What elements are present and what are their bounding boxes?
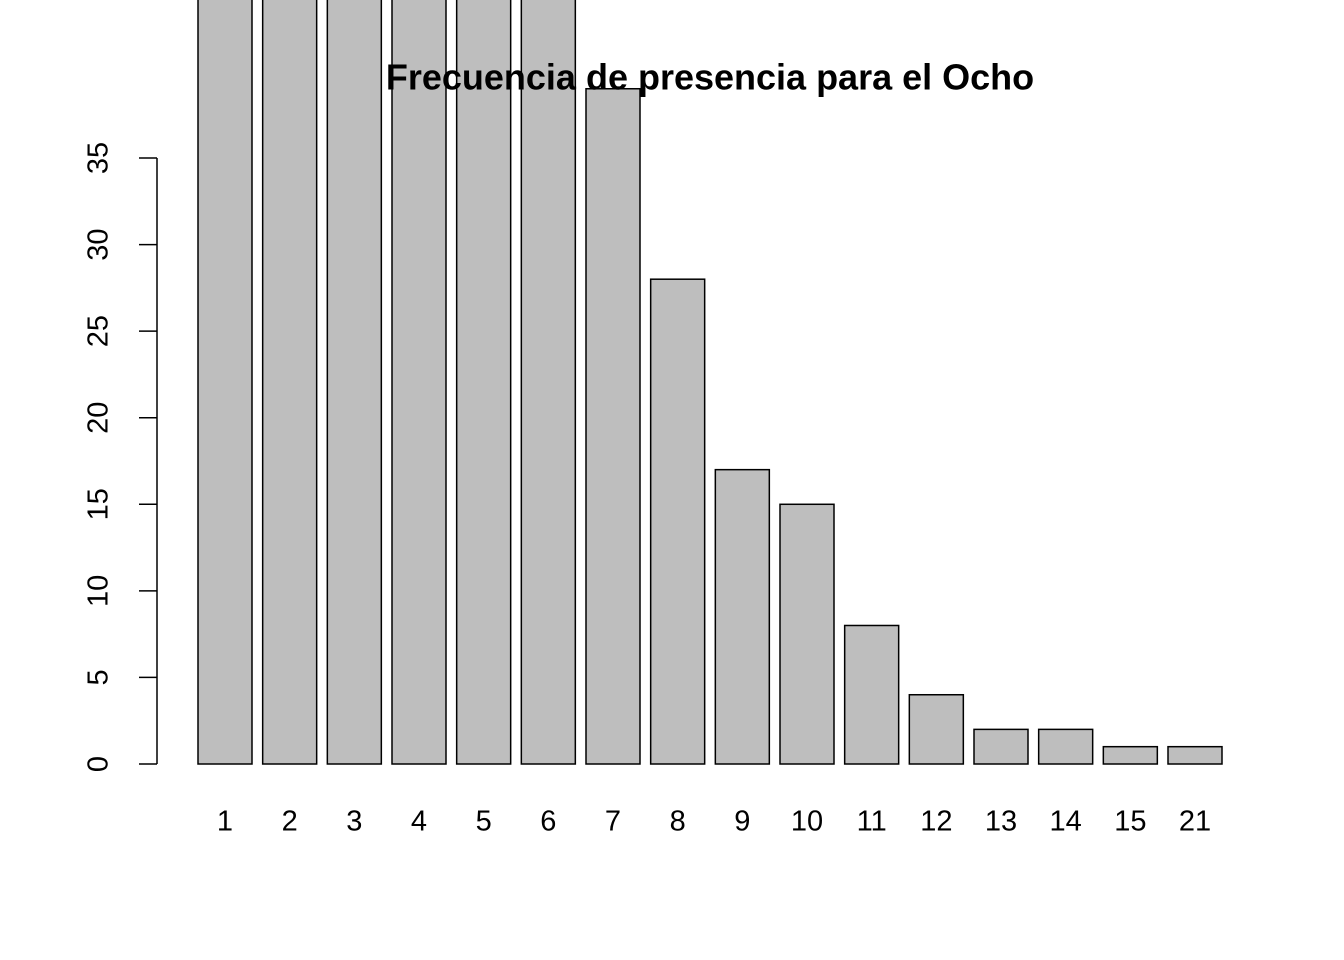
y-tick-label: 30 (83, 228, 115, 260)
bar (1102, 745, 1159, 765)
x-tick-label: 7 (605, 806, 621, 838)
bar (326, 0, 383, 765)
bar (908, 693, 965, 765)
x-tick-label: 12 (920, 806, 952, 838)
bar (843, 624, 900, 765)
x-tick-label: 11 (857, 806, 887, 838)
x-tick-label: 1 (217, 806, 233, 838)
x-tick-label: 3 (346, 806, 362, 838)
bar (585, 87, 641, 765)
x-tick-label: 2 (282, 806, 298, 838)
bar (714, 468, 771, 765)
y-tick-label: 10 (83, 575, 115, 607)
y-tick-label: 0 (83, 756, 115, 772)
x-tick-label: 21 (1179, 806, 1211, 838)
chart-title: Frecuencia de presencia para el Ocho (386, 57, 1034, 98)
bar (1167, 745, 1223, 765)
y-tick-label: 15 (83, 488, 115, 520)
bar (973, 728, 1029, 765)
x-tick-label: 13 (985, 806, 1017, 838)
bar (391, 0, 447, 765)
y-tick-label: 35 (83, 142, 115, 174)
bar (520, 0, 577, 765)
bar (1037, 728, 1094, 765)
x-tick-label: 5 (476, 806, 492, 838)
x-tick-label: 14 (1050, 806, 1082, 838)
y-tick-label: 25 (83, 315, 115, 347)
bars (197, 0, 1223, 765)
x-tick-label: 4 (411, 806, 427, 838)
bar (649, 278, 706, 765)
x-tick-label: 9 (734, 806, 750, 838)
y-tick-label: 20 (83, 402, 115, 434)
bar (455, 0, 512, 765)
x-tick-label: 6 (540, 806, 556, 838)
y-tick-label: 5 (83, 669, 115, 685)
x-tick-label: 10 (791, 806, 823, 838)
bar (197, 0, 253, 765)
x-tick-label: 8 (670, 806, 686, 838)
x-tick-label: 15 (1114, 806, 1146, 838)
bar (261, 0, 318, 765)
bar (779, 503, 835, 765)
